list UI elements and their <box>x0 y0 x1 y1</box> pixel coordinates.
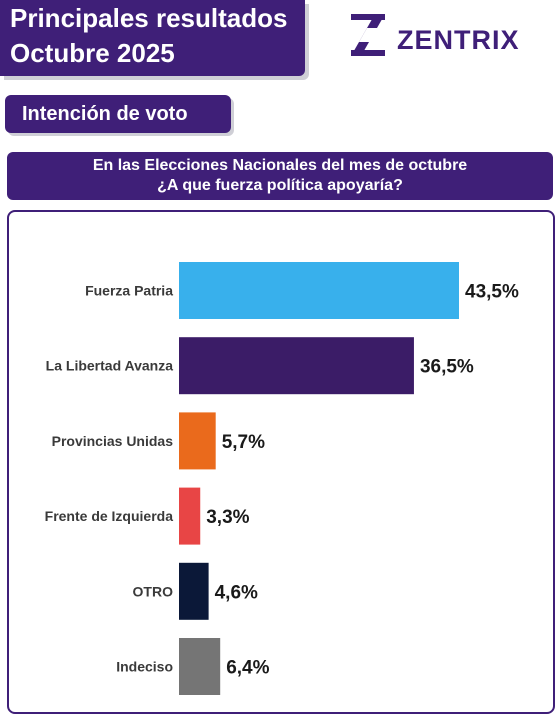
zentrix-logo-icon <box>351 14 385 56</box>
data-label: 5,7% <box>222 432 265 453</box>
page-subtitle: Octubre 2025 <box>10 38 175 68</box>
bar <box>179 638 221 695</box>
bar-chart: Fuerza Patria 43,5% La Libertad Avanza 36,5… <box>45 262 519 695</box>
data-label: 43,5% <box>465 282 519 303</box>
bar <box>179 562 209 620</box>
category-label: Indeciso <box>116 659 173 675</box>
category-label: OTRO <box>133 583 174 599</box>
question-line-2: ¿A que fuerza política apoyaría? <box>157 177 403 194</box>
brand-name: ZENTRIX <box>397 25 520 55</box>
question-line-1: En las Elecciones Nacionales del mes de … <box>92 157 468 174</box>
data-label: 4,6% <box>215 582 258 603</box>
data-label: 3,3% <box>206 507 249 528</box>
category-label: Provincias Unidas <box>52 433 174 449</box>
question-banner: En las Elecciones Nacionales del mes de … <box>7 152 553 200</box>
category-label: La Libertad Avanza <box>46 358 174 374</box>
data-label: 6,4% <box>226 658 269 679</box>
category-label: Fuerza Patria <box>85 283 173 299</box>
bar <box>179 412 216 470</box>
page-title: Principales resultados <box>10 3 288 33</box>
bar <box>179 337 414 395</box>
title-banner: Principales resultados Octubre 2025 <box>0 0 305 76</box>
section-title: Intención de voto <box>22 103 188 125</box>
bar <box>179 487 201 545</box>
bar <box>179 262 459 319</box>
chart-panel: Fuerza Patria 43,5% La Libertad Avanza 36,5… <box>7 210 555 714</box>
data-label: 36,5% <box>420 357 474 378</box>
brand-logo: ZENTRIX <box>345 8 550 68</box>
section-banner: Intención de voto <box>5 95 231 133</box>
category-label: Frente de Izquierda <box>45 508 174 524</box>
